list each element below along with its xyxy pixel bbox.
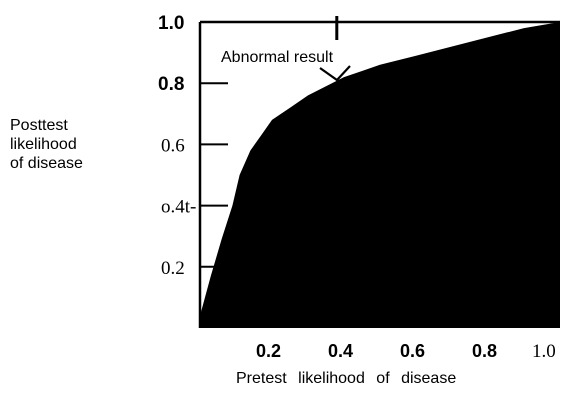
x-tick-label: 1.0 (532, 341, 556, 362)
annotation-layer: Abnormal result (221, 49, 351, 82)
x-tick-label: 0.8 (472, 341, 497, 361)
y-tick-label: 0.6 (161, 135, 185, 156)
y-tick-label: o.4t- (161, 197, 196, 218)
annotation-pointer (319, 65, 351, 82)
y-tick-label: 0.8 (158, 74, 184, 95)
y-tick-label: 1.0 (158, 13, 184, 34)
y-tick-label: 0.2 (161, 258, 185, 279)
x-tick-label: 0.6 (400, 341, 425, 361)
annotation-label: Abnormal result (221, 49, 334, 66)
y-axis-title-line-1: Posttest (10, 117, 68, 134)
x-tick-label: 0.2 (256, 341, 281, 361)
ticks-layer: 1.0 0.8 0.6 o.4t- 0.2 0.2 0.4 0.6 0.8 1.0 (158, 13, 556, 362)
y-axis-title-line-2: likelihood (10, 136, 77, 153)
y-axis-title: Posttest likelihood of disease (10, 116, 122, 173)
x-axis-title: Pretest likelihood of disease (236, 370, 457, 387)
x-tick-label: 0.4 (328, 341, 353, 361)
area-layer (200, 22, 560, 328)
axes-layer (198, 16, 560, 328)
y-axis-title-line-3: of disease (10, 155, 83, 172)
series-area-0 (200, 22, 560, 328)
